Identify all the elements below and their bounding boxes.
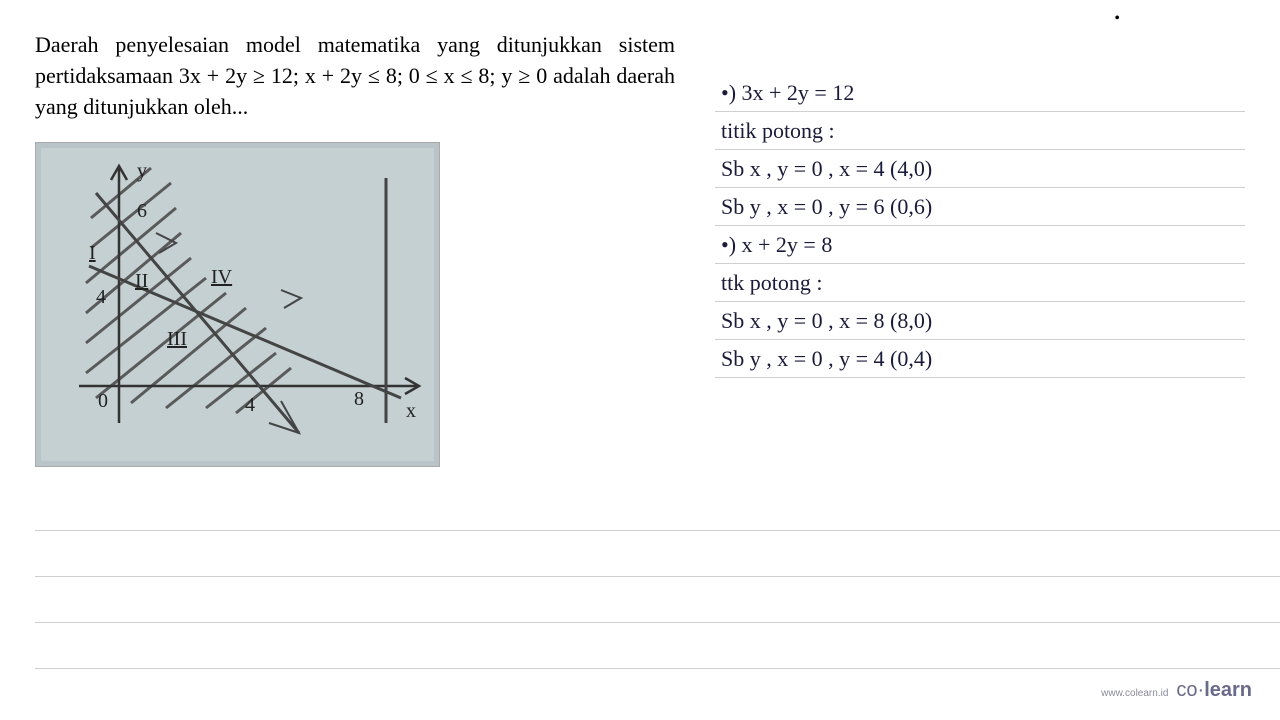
region-iii: III <box>167 328 187 351</box>
hw-line-7: Sb x , y = 0 , x = 8 (8,0) <box>715 302 1245 340</box>
ruled-line <box>35 530 1280 531</box>
ruled-line <box>35 622 1280 623</box>
page-content: Daerah penyelesaian model matematika yan… <box>0 0 1280 487</box>
brand-bold: learn <box>1204 679 1252 701</box>
ytick-6: 6 <box>137 200 147 223</box>
ruled-line <box>35 668 1280 669</box>
handwritten-work: •) 3x + 2y = 12 titik potong : Sb x , y … <box>715 30 1245 467</box>
y-axis-label: y <box>137 160 147 183</box>
problem-line-2: pertidaksamaan 3x + 2y ≥ 12; x + 2y ≤ 8;… <box>35 63 611 88</box>
ruled-line <box>35 576 1280 577</box>
brand-prefix: co· <box>1176 679 1204 701</box>
graph-photo: y x 6 4 0 4 8 I II III IV <box>35 142 440 467</box>
x-axis-label: x <box>406 400 416 423</box>
graph-canvas: y x 6 4 0 4 8 I II III IV <box>41 148 434 461</box>
footer-brand: www.colearn.id co·learn <box>1101 679 1252 702</box>
hw-line-2: titik potong : <box>715 112 1245 150</box>
brand-url: www.colearn.id <box>1101 688 1168 699</box>
brand-logo: co·learn <box>1176 679 1252 702</box>
hw-line-6: ttk potong : <box>715 264 1245 302</box>
xtick-8: 8 <box>354 388 364 411</box>
region-i: I <box>89 242 96 265</box>
hw-line-3: Sb x , y = 0 , x = 4 (4,0) <box>715 150 1245 188</box>
left-column: Daerah penyelesaian model matematika yan… <box>35 30 675 467</box>
origin-0: 0 <box>98 390 108 413</box>
ytick-4: 4 <box>96 286 106 309</box>
region-iv: IV <box>211 266 232 289</box>
hw-line-4: Sb y , x = 0 , y = 6 (0,6) <box>715 188 1245 226</box>
hw-line-1: •) 3x + 2y = 12 <box>715 74 1245 112</box>
problem-statement: Daerah penyelesaian model matematika yan… <box>35 30 675 122</box>
xtick-4: 4 <box>245 394 255 417</box>
hw-line-8: Sb y , x = 0 , y = 4 (0,4) <box>715 340 1245 378</box>
hw-line-5: •) x + 2y = 8 <box>715 226 1245 264</box>
region-ii: II <box>135 270 148 293</box>
problem-line-1: Daerah penyelesaian model matematika yan… <box>35 32 675 57</box>
stray-dot: • <box>1114 10 1120 28</box>
